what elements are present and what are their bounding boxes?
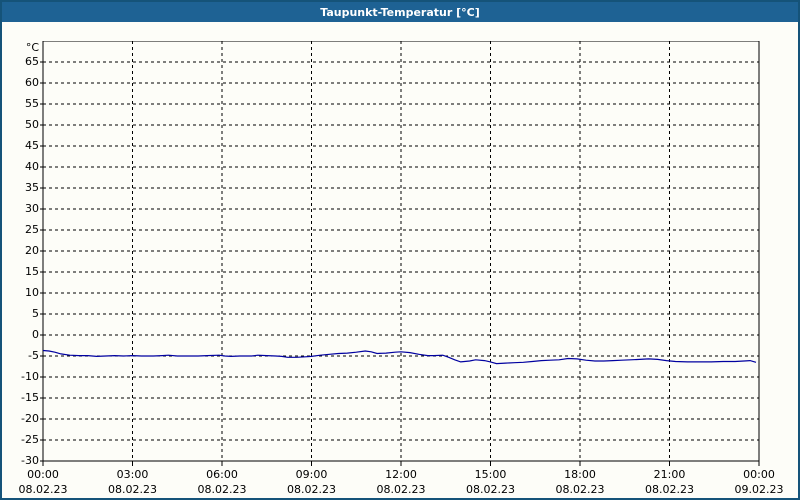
y-tick-label: -30 bbox=[21, 454, 39, 467]
x-tick-date-label: 08.02.23 bbox=[376, 483, 426, 496]
title-bar[interactable]: Taupunkt-Temperatur [°C] bbox=[2, 2, 798, 22]
dewpoint-chart bbox=[40, 41, 760, 466]
y-tick-label: 35 bbox=[25, 181, 39, 194]
plot-border bbox=[42, 41, 760, 462]
x-tick-time-label: 03:00 bbox=[116, 468, 149, 481]
y-tick-label: 60 bbox=[25, 76, 39, 89]
x-tick-date-label: 08.02.23 bbox=[555, 483, 605, 496]
x-tick-time-label: 00:00 bbox=[743, 468, 775, 481]
x-tick-time-label: 15:00 bbox=[474, 468, 507, 481]
y-tick-label: 15 bbox=[25, 265, 39, 278]
x-tick-time-label: 18:00 bbox=[564, 468, 596, 481]
dewpoint-line bbox=[42, 349, 757, 365]
x-tick-date-label: 08.02.23 bbox=[18, 483, 68, 496]
y-tick-label: -20 bbox=[21, 412, 39, 425]
y-tick-label: 20 bbox=[25, 244, 39, 257]
y-tick-label: 0 bbox=[32, 328, 39, 341]
x-tick-time-label: 21:00 bbox=[653, 468, 686, 481]
x-tick-date-label: 09.02.23 bbox=[734, 483, 784, 496]
y-tick-label: -10 bbox=[21, 370, 39, 383]
x-tick-time-label: 06:00 bbox=[206, 468, 238, 481]
x-tick-date-label: 08.02.23 bbox=[466, 483, 515, 496]
window-title: Taupunkt-Temperatur [°C] bbox=[320, 5, 480, 19]
x-tick-date-label: 08.02.23 bbox=[645, 483, 694, 496]
y-tick-label: 50 bbox=[25, 118, 39, 131]
y-tick-label: -15 bbox=[21, 391, 39, 404]
y-tick-label: -25 bbox=[21, 433, 39, 446]
x-tick-date-label: 08.02.23 bbox=[197, 483, 247, 496]
y-tick-label: 30 bbox=[25, 202, 39, 215]
y-tick-label: 40 bbox=[25, 160, 39, 173]
x-tick-time-label: 12:00 bbox=[385, 468, 417, 481]
y-tick-label: 65 bbox=[25, 55, 39, 68]
x-tick-date-label: 08.02.23 bbox=[287, 483, 336, 496]
y-axis-unit-label: °C bbox=[25, 41, 39, 54]
y-tick-label: -5 bbox=[28, 349, 39, 362]
y-tick-label: 45 bbox=[25, 139, 39, 152]
x-tick-date-label: 08.02.23 bbox=[108, 483, 157, 496]
x-tick-time-label: 00:00 bbox=[27, 468, 59, 481]
chart-area: °C 65 60 55 50 45 40 35 30 25 20 15 10 5 0 -5 -10 -15 -20… bbox=[2, 22, 798, 498]
y-tick-label: 25 bbox=[25, 223, 39, 236]
y-tick-label: 55 bbox=[25, 97, 39, 110]
y-tick-label: 10 bbox=[25, 286, 39, 299]
x-tick-time-label: 09:00 bbox=[295, 468, 328, 481]
y-tick-label: 5 bbox=[32, 307, 39, 320]
